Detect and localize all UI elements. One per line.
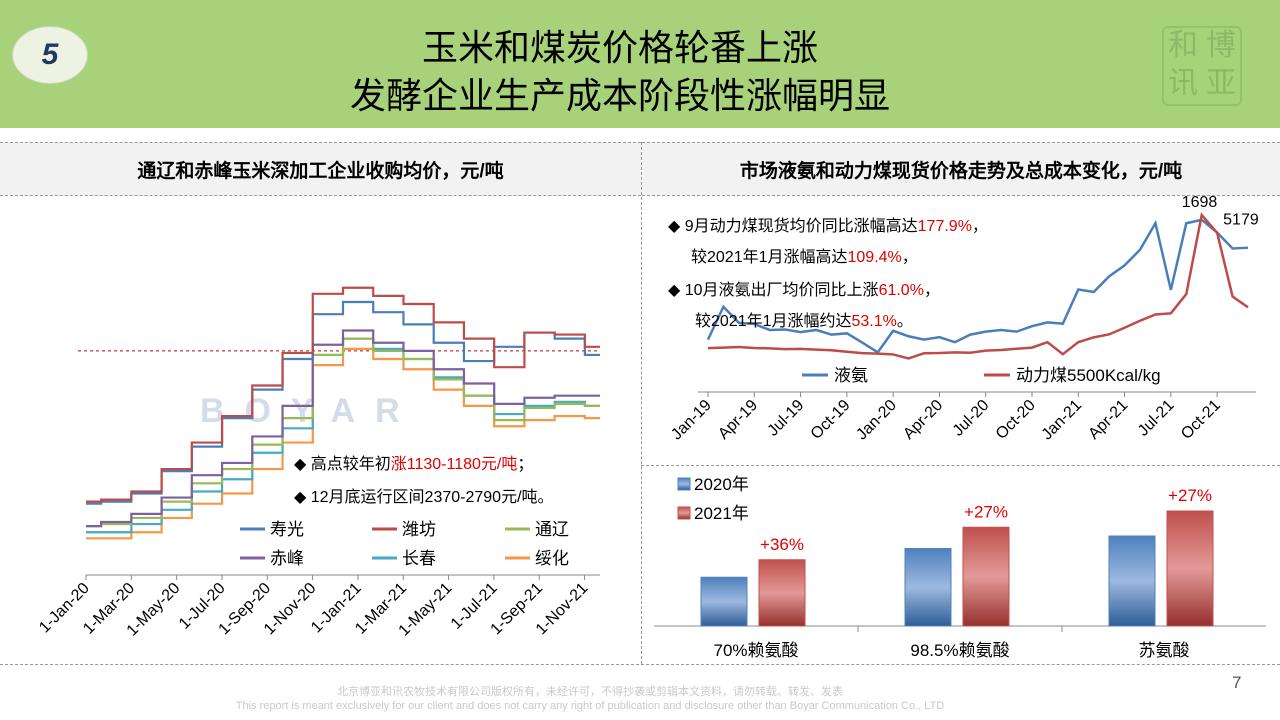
header-bar — [0, 0, 1280, 128]
legend-label-潍坊: 潍坊 — [402, 520, 436, 539]
category-label: 苏氨酸 — [1139, 641, 1190, 660]
series-line-ammonia — [706, 218, 1249, 354]
legend-swatch-2021 — [677, 506, 691, 520]
legend-label-通辽: 通辽 — [535, 520, 569, 539]
legend-label-赤峰: 赤峰 — [270, 549, 304, 568]
x-tick-label: Oct-19 — [808, 397, 854, 443]
x-tick-label: Jul-20 — [950, 397, 993, 440]
horizontal-divider — [641, 465, 1280, 466]
legend-label-2021: 2021年 — [694, 504, 749, 523]
seal-char: 讯 — [1168, 66, 1198, 101]
legend-label-ammonia: 液氨 — [834, 366, 868, 385]
data-label: 5179 — [1223, 212, 1259, 229]
bar-2021 — [962, 526, 1010, 627]
seal-char: 亚 — [1206, 66, 1236, 101]
data-label: 1698 — [1182, 194, 1218, 211]
cost-bar-chart: 70%赖氨酸 +36% 98.5%赖氨酸 +27% 苏氨酸 +27% 2020年 2021年 — [654, 475, 1266, 660]
series-line-寿光 — [86, 300, 600, 505]
footer-divider — [0, 664, 1280, 665]
page-number: 7 — [1232, 673, 1242, 692]
boyar-seal-logo: 和 博 讯 亚 — [1162, 26, 1242, 106]
legend-label-寿光: 寿光 — [270, 520, 304, 539]
x-tick-label: Apr-21 — [1085, 397, 1131, 443]
bar-2020 — [1108, 535, 1156, 627]
corn-price-chart: 1-Jan-201-Mar-201-May-201-Jul-201-Sep-20… — [36, 286, 600, 640]
right-note-1: ◆ 9月动力煤现货均价同比涨幅高达177.9%， — [668, 218, 988, 235]
left-note-2: ◆ 12月底运行区间2370-2790元/吨。 — [294, 489, 554, 506]
x-tick-label: Jan-19 — [668, 397, 715, 444]
series-line-赤峰 — [86, 329, 600, 528]
series-line-通辽 — [86, 337, 600, 528]
vertical-divider — [641, 142, 642, 664]
legend-label-coal: 动力煤5500Kcal/kg — [1016, 366, 1161, 385]
bar-2021 — [758, 559, 806, 627]
x-tick-label: Oct-21 — [1178, 397, 1224, 443]
change-label: +27% — [1168, 486, 1212, 505]
footer-copyright-en: This report is meant exclusively for our… — [235, 700, 945, 712]
legend-swatch-2020 — [677, 477, 691, 491]
seal-char: 和 — [1168, 28, 1198, 63]
footer-copyright-cn: 北京博亚和讯农牧技术有限公司版权所有，未经许可，不得抄袭或剪辑本文资料，请勿转载… — [337, 686, 843, 698]
ammonia-coal-chart: Jan-19 Apr-19 Jul-19 Oct-19 Jan-20 Apr-20 Jul-… — [668, 194, 1259, 444]
right-note-3: ◆ 10月液氨出厂均价同比上涨61.0%， — [668, 282, 940, 299]
bar-2020 — [700, 576, 748, 627]
legend-label-长春: 长春 — [402, 549, 436, 568]
x-tick-label: Oct-20 — [993, 397, 1039, 443]
bar-2021 — [1166, 510, 1214, 627]
page-title-line2: 发酵企业生产成本阶段性涨幅明显 — [349, 75, 890, 116]
x-tick-label: Jan-21 — [1039, 397, 1086, 444]
left-panel-title: 通辽和赤峰玉米深加工企业收购均价，元/吨 — [0, 142, 641, 196]
legend-label-绥化: 绥化 — [535, 549, 569, 568]
x-tick-label: Jul-19 — [765, 397, 808, 440]
left-note-1: ◆ 高点较年初涨1130-1180元/吨； — [294, 456, 534, 473]
bar-2020 — [904, 548, 952, 627]
boyar-watermark: BOYAR — [200, 392, 420, 430]
seal-char: 博 — [1206, 28, 1236, 63]
right-panel-title: 市场液氨和动力煤现货价格走势及总成本变化，元/吨 — [642, 142, 1280, 196]
right-note-4: 较2021年1月涨幅约达53.1%。 — [695, 313, 913, 330]
section-badge: 5 — [12, 26, 88, 84]
right-note-2: 较2021年1月涨幅高达109.4%， — [691, 249, 918, 266]
series-line-潍坊 — [86, 286, 600, 503]
x-tick-label: Apr-20 — [900, 397, 946, 443]
change-label: +27% — [964, 502, 1008, 521]
x-tick-label: Jul-21 — [1135, 397, 1178, 440]
legend-label-2020: 2020年 — [694, 475, 749, 494]
page-title-line1: 玉米和煤炭价格轮番上涨 — [421, 27, 818, 68]
change-label: +36% — [760, 535, 804, 554]
x-tick-label: Jan-20 — [853, 397, 900, 444]
category-label: 70%赖氨酸 — [713, 641, 798, 660]
x-tick-label: Apr-19 — [715, 397, 761, 443]
category-label: 98.5%赖氨酸 — [910, 641, 1009, 660]
series-line-coal — [707, 212, 1249, 360]
